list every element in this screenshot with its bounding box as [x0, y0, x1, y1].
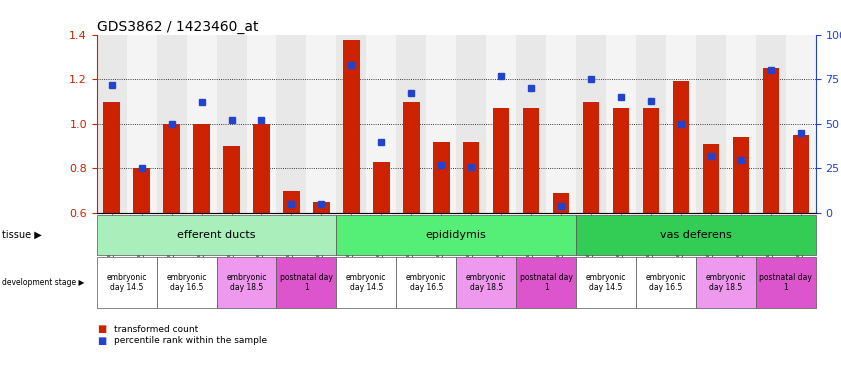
Bar	[373, 162, 389, 213]
Bar	[313, 202, 330, 213]
Bar	[703, 144, 719, 213]
Bar	[792, 135, 809, 213]
Bar	[367, 35, 396, 213]
Bar	[156, 35, 187, 213]
Bar	[456, 35, 486, 213]
Text: ■: ■	[97, 324, 106, 334]
Text: transformed count: transformed count	[114, 325, 198, 334]
Bar	[673, 81, 689, 213]
Text: embryonic
day 14.5: embryonic day 14.5	[107, 273, 147, 292]
Bar	[336, 35, 367, 213]
Bar	[306, 35, 336, 213]
Bar	[193, 124, 209, 213]
Bar	[636, 35, 666, 213]
Bar	[493, 108, 510, 213]
Text: postnatal day
1: postnatal day 1	[280, 273, 333, 292]
Text: postnatal day
1: postnatal day 1	[759, 273, 812, 292]
Text: epididymis: epididymis	[426, 230, 487, 240]
Bar	[97, 35, 127, 213]
Bar	[643, 108, 659, 213]
Text: percentile rank within the sample: percentile rank within the sample	[114, 336, 267, 346]
Bar	[127, 35, 156, 213]
Bar	[103, 101, 120, 213]
Bar	[763, 68, 779, 213]
Text: embryonic
day 14.5: embryonic day 14.5	[586, 273, 627, 292]
Text: embryonic
day 18.5: embryonic day 18.5	[226, 273, 267, 292]
Text: embryonic
day 18.5: embryonic day 18.5	[466, 273, 506, 292]
Bar	[343, 40, 360, 213]
Text: tissue ▶: tissue ▶	[2, 230, 41, 240]
Bar	[486, 35, 516, 213]
Bar	[396, 35, 426, 213]
Bar	[433, 142, 449, 213]
Bar	[726, 35, 756, 213]
Bar	[426, 35, 456, 213]
Bar	[666, 35, 696, 213]
Bar	[583, 101, 600, 213]
Text: vas deferens: vas deferens	[660, 230, 732, 240]
Text: embryonic
day 16.5: embryonic day 16.5	[646, 273, 686, 292]
Bar	[134, 169, 150, 213]
Bar	[224, 146, 240, 213]
Bar	[516, 35, 546, 213]
Bar	[785, 35, 816, 213]
Text: embryonic
day 16.5: embryonic day 16.5	[167, 273, 207, 292]
Bar	[553, 193, 569, 213]
Bar	[606, 35, 636, 213]
Bar	[187, 35, 216, 213]
Bar	[523, 108, 539, 213]
Bar	[546, 35, 576, 213]
Text: GDS3862 / 1423460_at: GDS3862 / 1423460_at	[97, 20, 258, 33]
Bar	[216, 35, 246, 213]
Bar	[613, 108, 629, 213]
Text: efferent ducts: efferent ducts	[177, 230, 256, 240]
Bar	[277, 35, 306, 213]
Bar	[733, 137, 749, 213]
Bar	[576, 35, 606, 213]
Text: development stage ▶: development stage ▶	[2, 278, 84, 287]
Text: postnatal day
1: postnatal day 1	[520, 273, 573, 292]
Bar	[756, 35, 785, 213]
Bar	[463, 142, 479, 213]
Bar	[696, 35, 726, 213]
Bar	[246, 35, 277, 213]
Bar	[163, 124, 180, 213]
Bar	[403, 101, 420, 213]
Text: embryonic
day 16.5: embryonic day 16.5	[406, 273, 447, 292]
Text: ■: ■	[97, 336, 106, 346]
Text: embryonic
day 14.5: embryonic day 14.5	[346, 273, 387, 292]
Bar	[283, 191, 299, 213]
Bar	[253, 124, 270, 213]
Text: embryonic
day 18.5: embryonic day 18.5	[706, 273, 746, 292]
